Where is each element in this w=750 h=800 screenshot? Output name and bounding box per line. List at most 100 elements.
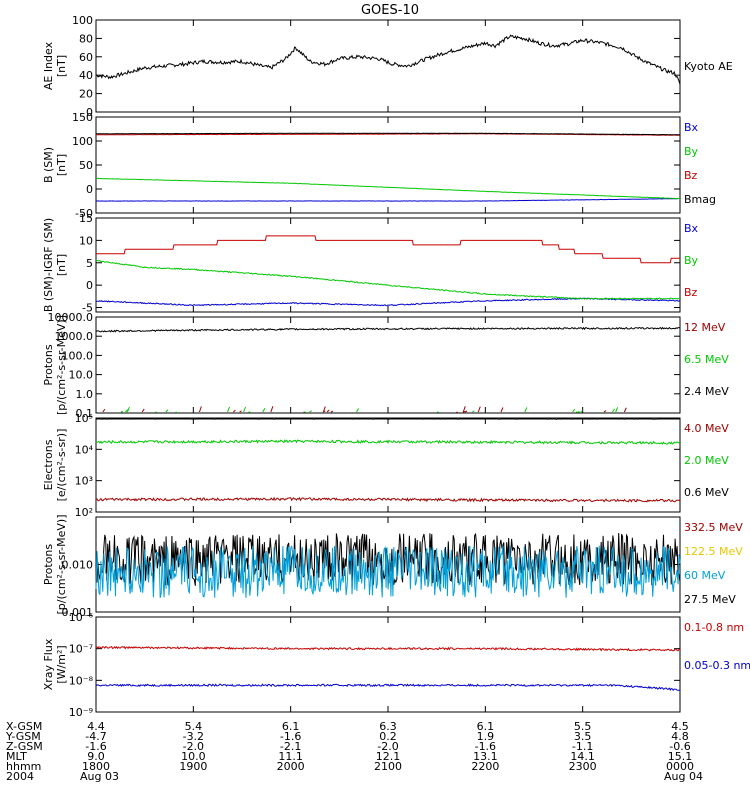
y-tick-label: -50 (75, 207, 93, 220)
panel-frame (95, 116, 681, 214)
legend-entry: 0.1-0.8 nm (684, 621, 744, 634)
spike-mark (233, 409, 236, 413)
x-column-value: 0.2 (379, 730, 397, 743)
panel-1: 100 80 60 40 20 0 AE Index [nT] Kyoto AE (42, 14, 733, 119)
y-axis-label: [nT] (55, 55, 68, 77)
x-column-value: -1.6 (280, 730, 301, 743)
x-axis-table: X-GSMY-GSMZ-GSMMLThhmm20044.4-4.7-1.69.0… (5, 720, 703, 783)
y-tick-label: 0 (86, 279, 93, 292)
x-column-value: 4.8 (671, 730, 689, 743)
panel-frame (95, 316, 681, 414)
series-2-4-mev (95, 326, 681, 333)
y-tick-label: 10⁻⁸ (69, 674, 94, 687)
spike-mark (175, 411, 178, 414)
panel-2: 150 100 50 0 -50 B (SM) [nT] Bx By Bz Bmag (42, 111, 716, 220)
x-column-value: 0000 (666, 760, 694, 773)
legend-entry: Bz (684, 169, 698, 182)
x-column-value: 2200 (471, 760, 499, 773)
panel-7: 10⁻⁶ 10⁻⁷ 10⁻⁸ 10⁻⁹ Xray Flux [W/m²] 0.1-0.8 n… (42, 611, 750, 719)
y-tick-label: 20 (79, 88, 93, 101)
legend-entry: 0.6 MeV (684, 486, 729, 499)
legend-entry: 2.4 MeV (684, 385, 729, 398)
x-row-label: 2004 (6, 770, 34, 783)
series-kyoto-ae (95, 34, 681, 85)
y-axis-label: [p/(cm²-s-sr-MeV)] (55, 315, 68, 415)
y-tick-label: 100 (72, 14, 93, 27)
y-tick-label: 15 (79, 212, 93, 225)
series-bx (95, 198, 680, 202)
spike-mark (623, 407, 627, 413)
y-axis-label: Protons (42, 544, 55, 585)
spike-mark (524, 407, 528, 413)
spike-mark (330, 410, 334, 413)
x-column-value: 13.1 (473, 750, 498, 763)
legend-entry: 2.0 MeV (684, 454, 729, 467)
y-axis-label: Protons (42, 344, 55, 385)
panel-frame (95, 217, 681, 313)
x-row-label: X-GSM (6, 720, 42, 733)
series-by (96, 177, 680, 200)
y-tick-label: 10³ (75, 475, 93, 488)
legend-entry: 332.5 MeV (684, 521, 743, 534)
legend-entry: By (684, 254, 699, 267)
x-column-value: 1900 (179, 760, 207, 773)
spike-mark (472, 410, 475, 413)
x-column-value: 9.0 (87, 750, 105, 763)
legend-entry: Bx (684, 121, 699, 134)
x-row-label: Z-GSM (6, 740, 43, 753)
y-axis-label: [e/(cm²-s-sr)] (55, 429, 68, 502)
y-tick-label: 0.001 (62, 606, 94, 619)
spike-mark (270, 406, 274, 413)
legend-entry: 0.05-0.3 nm (684, 659, 750, 672)
spike-mark (227, 406, 230, 413)
y-tick-label: 10⁻⁷ (69, 643, 93, 656)
y-tick-label: -5 (82, 302, 93, 315)
x-column-value: 4.5 (671, 720, 689, 733)
spike-mark (612, 408, 615, 413)
series-2-0-mev (95, 439, 681, 446)
y-tick-label: 0 (86, 183, 93, 196)
spike-mark (462, 406, 466, 413)
x-column-value: 1.9 (477, 730, 495, 743)
x-column-value: 12.1 (376, 750, 401, 763)
spike-mark (243, 406, 247, 413)
spike-mark (477, 406, 481, 413)
spike-mark (309, 410, 312, 413)
y-tick-label: 60 (79, 51, 93, 64)
x-column-value: Aug 04 (664, 770, 703, 783)
legend-entry: 60 MeV (684, 569, 726, 582)
legend-entry: 12 MeV (684, 321, 726, 334)
y-tick-label: 40 (79, 69, 93, 82)
x-column-value: 14.1 (570, 750, 595, 763)
x-column-value: 1800 (82, 760, 110, 773)
x-column-value: 6.3 (379, 720, 397, 733)
x-column-value: 4.4 (87, 720, 105, 733)
x-column-value: 11.1 (278, 750, 303, 763)
x-row-label: MLT (6, 750, 27, 763)
x-column-value: -2.0 (377, 740, 398, 753)
x-column-value: 5.4 (185, 720, 203, 733)
legend-entry: 122.5 MeV (684, 545, 743, 558)
y-axis-label: [nT] (55, 154, 68, 176)
x-column-value: 2100 (374, 760, 402, 773)
x-column-value: 2000 (277, 760, 305, 773)
spike-mark (500, 407, 504, 413)
x-column-value: Aug 03 (80, 770, 119, 783)
x-column-value: -1.6 (475, 740, 496, 753)
x-column-value: -1.1 (572, 740, 593, 753)
y-tick-label: 100 (72, 135, 93, 148)
y-axis-label: [nT] (55, 254, 68, 276)
spike-mark (141, 408, 145, 413)
y-tick-label: 5 (86, 257, 93, 270)
y-axis-label: Xray Flux (42, 638, 55, 690)
series-bmag (95, 132, 680, 136)
panel-6: 0.010 0.001 Protons [p/(cm²-s-sr-MeV)] 332.5… (42, 515, 743, 620)
spike-mark (462, 410, 466, 413)
y-axis-label: [W/m²] (55, 645, 68, 683)
series-bx (95, 297, 681, 307)
y-tick-label: 0.1 (76, 407, 94, 420)
panel-4: 10000.0 1000.0 100.0 10.0 1.0 0.1 Protons [p/(c… (42, 311, 729, 420)
spike-mark (456, 411, 459, 414)
